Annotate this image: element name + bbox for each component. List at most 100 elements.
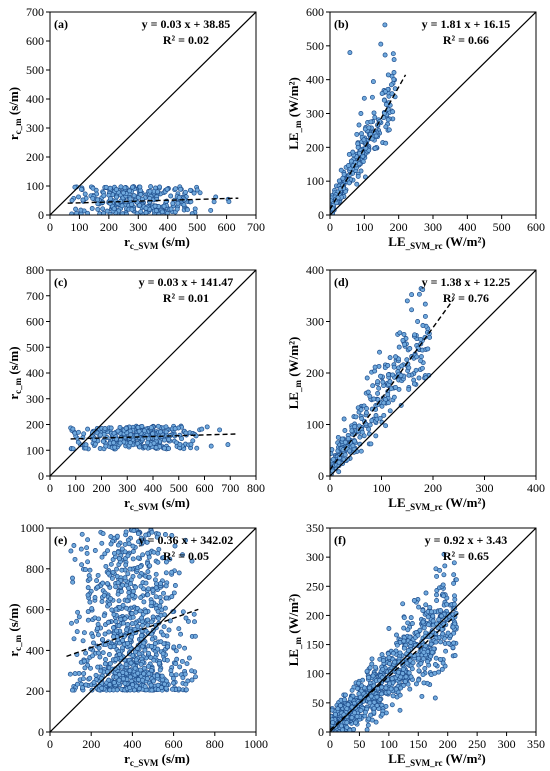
data-point [96, 616, 102, 622]
data-point [80, 685, 85, 691]
data-point [417, 627, 423, 633]
data-point [406, 648, 411, 653]
plot-frame [49, 11, 257, 216]
data-point [429, 649, 435, 655]
data-point [419, 693, 425, 699]
data-point [168, 193, 174, 199]
data-point [118, 616, 124, 622]
data-point [106, 629, 112, 635]
data-point [369, 656, 375, 662]
data-point [123, 529, 129, 535]
data-point [135, 623, 141, 629]
data-point [127, 668, 133, 674]
data-point [411, 381, 417, 387]
data-point [388, 386, 394, 392]
data-point [126, 541, 132, 547]
data-point [137, 444, 143, 450]
data-point [378, 41, 384, 47]
data-point [208, 443, 214, 449]
data-point [433, 639, 439, 645]
data-point [172, 583, 178, 588]
data-point [103, 443, 109, 449]
data-point [451, 601, 457, 607]
data-point [345, 702, 351, 708]
x-tick-label: 100 [380, 737, 398, 751]
data-point [69, 687, 75, 693]
data-point [425, 346, 431, 352]
data-point [157, 603, 163, 609]
one-to-one-line [330, 270, 536, 476]
data-point [391, 70, 397, 75]
data-point [135, 670, 141, 676]
data-point [361, 137, 367, 143]
data-point [169, 569, 175, 575]
data-point [104, 669, 110, 675]
x-tick-label: 200 [390, 220, 408, 234]
data-point [162, 532, 168, 537]
data-point [335, 706, 341, 712]
data-point [161, 624, 167, 630]
data-point [80, 676, 86, 682]
y-tick-label: 100 [26, 443, 44, 457]
data-point [441, 551, 447, 557]
data-point [69, 620, 74, 626]
data-point [366, 674, 372, 680]
y-tick-label: 200 [306, 140, 324, 154]
x-tick-label: 0 [327, 737, 333, 751]
y-axis-title: rc_m (s/m) [6, 346, 23, 399]
x-tick-label: 300 [498, 737, 516, 751]
data-point [70, 446, 76, 452]
data-point [342, 692, 348, 698]
data-point [376, 385, 382, 391]
data-point [141, 640, 147, 646]
data-point [422, 301, 428, 307]
data-point [170, 200, 176, 206]
x-tick-label: 600 [196, 481, 214, 495]
data-point [208, 207, 214, 213]
data-point [141, 599, 147, 605]
data-point [114, 194, 119, 200]
data-point [156, 660, 162, 666]
data-point [76, 614, 82, 620]
data-point [199, 426, 205, 432]
data-point [130, 682, 135, 688]
data-point [387, 355, 393, 361]
data-point [95, 584, 101, 590]
data-point [181, 202, 187, 208]
data-point [182, 671, 188, 677]
data-point [129, 611, 135, 616]
data-point [85, 426, 91, 432]
data-point [157, 594, 163, 600]
data-point [413, 367, 419, 373]
y-tick-label: 300 [306, 315, 324, 329]
y-axis-title: LE_m (W/m²) [286, 77, 303, 150]
data-point [176, 570, 182, 576]
data-point [422, 313, 428, 319]
data-point [149, 687, 155, 693]
data-point [409, 307, 415, 313]
data-point [148, 184, 154, 190]
data-point [368, 441, 374, 447]
data-point [400, 666, 406, 672]
data-point [153, 625, 159, 631]
x-tick-label: 600 [527, 220, 545, 234]
x-tick-label: 200 [93, 481, 111, 495]
data-point [434, 592, 439, 598]
data-point [446, 640, 452, 646]
data-point [119, 664, 125, 670]
data-point [173, 672, 179, 678]
data-point [107, 661, 113, 667]
data-point [444, 601, 450, 607]
data-point [354, 131, 360, 137]
data-point [407, 634, 413, 640]
data-point [398, 674, 404, 680]
data-point [380, 379, 386, 385]
data-point [190, 438, 196, 444]
data-point [89, 606, 95, 612]
data-point [330, 456, 336, 462]
data-point [381, 412, 387, 418]
data-point [440, 582, 446, 588]
data-point [101, 592, 107, 598]
data-point [151, 440, 157, 446]
y-tick-label: 250 [306, 579, 324, 593]
